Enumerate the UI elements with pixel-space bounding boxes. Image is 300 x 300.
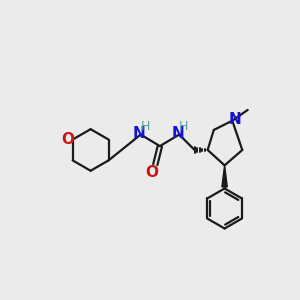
Text: O: O xyxy=(146,165,159,180)
Text: O: O xyxy=(61,132,74,147)
Text: N: N xyxy=(133,126,146,141)
Text: H: H xyxy=(141,120,150,134)
Polygon shape xyxy=(222,165,227,187)
Text: N: N xyxy=(171,126,184,141)
Text: N: N xyxy=(228,112,241,127)
Text: H: H xyxy=(179,120,188,134)
